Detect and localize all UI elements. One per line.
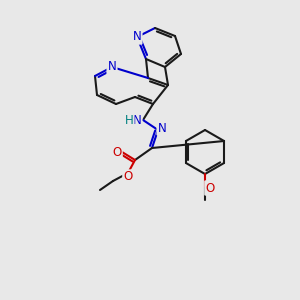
Text: N: N [108, 61, 116, 74]
Text: N: N [133, 31, 141, 44]
Text: O: O [206, 182, 214, 194]
Text: N: N [133, 113, 141, 127]
Text: O: O [112, 146, 122, 158]
Text: N: N [158, 122, 166, 134]
Text: H: H [124, 113, 134, 127]
Text: O: O [123, 170, 133, 184]
